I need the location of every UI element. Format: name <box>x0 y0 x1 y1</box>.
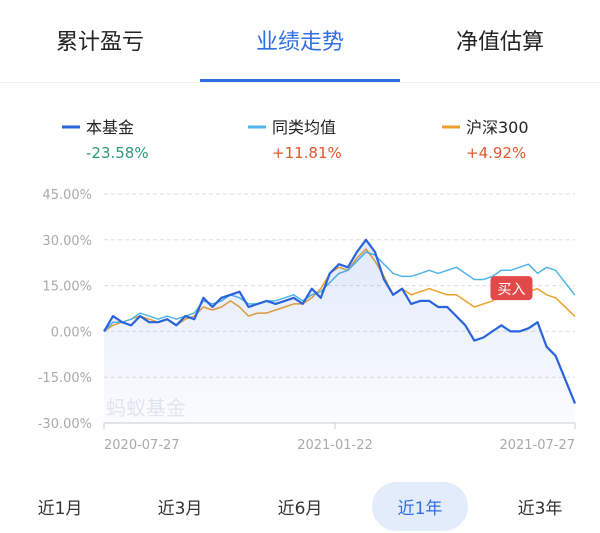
x-tick-label: 2020-07-27 <box>104 438 180 453</box>
legend-change: -23.58% <box>86 144 149 162</box>
period-button[interactable]: 近6月 <box>240 480 360 532</box>
buy-marker-label: 买入 <box>497 282 525 298</box>
legend-change: +4.92% <box>466 144 526 162</box>
period-button-label: 近6月 <box>277 498 323 519</box>
period-button[interactable]: 近1月 <box>0 480 120 532</box>
tab-label: 累计盈亏 <box>55 30 144 55</box>
legend-label: 同类均值 <box>272 118 336 137</box>
tab[interactable]: 业绩走势 <box>200 0 400 82</box>
legend-label: 本基金 <box>86 118 134 137</box>
period-button-label: 近1年 <box>371 481 469 531</box>
period-bar: 近1月 近3月 近6月 近1年 近3年 <box>0 480 600 532</box>
buy-marker-box <box>490 276 533 301</box>
tab-label: 净值估算 <box>455 30 544 55</box>
legend-label: 沪深300 <box>466 118 529 137</box>
y-tick-label: 45.00% <box>42 188 92 203</box>
period-button-label: 近3月 <box>157 498 203 519</box>
y-tick-label: 15.00% <box>42 280 92 295</box>
chart: 本基金 -23.58% 同类均值 +11.81% 沪深300 +4.92% 45.00% 30… <box>38 118 577 453</box>
tab-label: 业绩走势 <box>255 30 344 55</box>
tab-bar: 累计盈亏 业绩走势 净值估算 <box>0 0 600 83</box>
x-tick-label: 2021-07-27 <box>499 438 575 453</box>
period-button[interactable]: 近1年 <box>360 480 480 532</box>
legend-change: +11.81% <box>272 144 342 162</box>
period-button[interactable]: 近3月 <box>120 480 240 532</box>
y-tick-label: -15.00% <box>38 371 92 386</box>
tab[interactable]: 净值估算 <box>400 0 600 82</box>
area-fill <box>104 239 575 423</box>
period-button-label: 近1月 <box>37 498 83 519</box>
tab[interactable]: 累计盈亏 <box>0 0 200 82</box>
period-button-label: 近3年 <box>517 498 563 519</box>
series-line <box>103 238 577 404</box>
period-button[interactable]: 近3年 <box>480 480 600 532</box>
x-tick-label: 2021-01-22 <box>297 438 373 453</box>
y-tick-label: 30.00% <box>42 234 92 249</box>
y-tick-label: -30.00% <box>38 417 92 432</box>
y-tick-label: 0.00% <box>51 325 92 340</box>
